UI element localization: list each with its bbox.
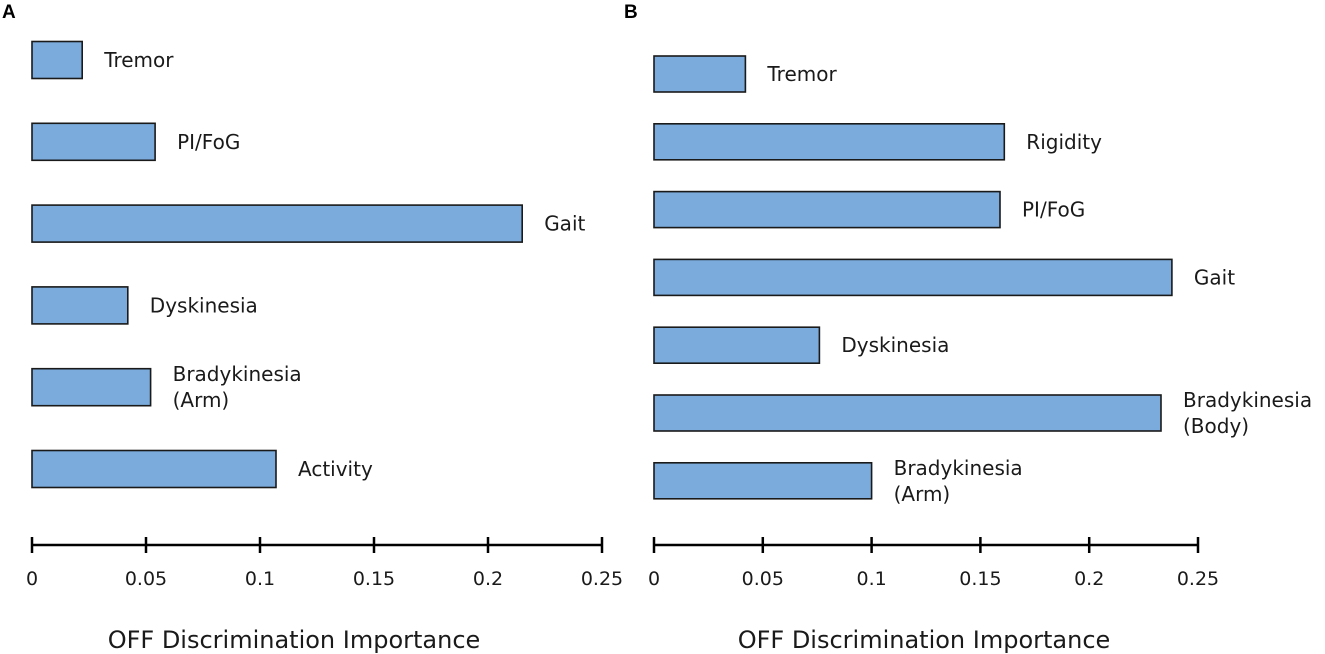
panel-b-bars — [653, 55, 1173, 500]
panel-b-bar-rigidity — [653, 123, 1006, 161]
panel-b-bar-dyskinesia — [653, 326, 821, 365]
panel-b-bar-tremor — [653, 55, 747, 93]
panel-b-bar-label-tremor: Tremor — [766, 62, 837, 86]
panel-a-x-tick-label: 0 — [26, 568, 38, 590]
panel-a-bar-label-activity: Activity — [298, 457, 373, 481]
panel-a-x-tick-label: 0.1 — [245, 568, 275, 590]
panel-b-bar-label-rigidity: Rigidity — [1026, 130, 1102, 154]
panel-a-x-tick-label: 0.15 — [353, 568, 395, 590]
panel-b-x-tick-label: 0 — [648, 568, 660, 590]
panel-b-x-axis: 0 0.05 0.1 0.15 0.2 0.25 — [648, 537, 1219, 590]
panel-a-bar-gait — [31, 204, 524, 243]
panel-b-x-tick-label: 0.2 — [1074, 568, 1104, 590]
panel-b-x-tick-label: 0.1 — [856, 568, 886, 590]
panel-a-bars — [31, 40, 524, 489]
panel-b-bar-gait — [653, 258, 1173, 297]
panel-a-bar-dyskinesia — [31, 286, 129, 325]
panel-a-x-tick-label: 0.05 — [125, 568, 167, 590]
panel-a-bar-pi-fog — [31, 122, 156, 162]
panel-a-bar-label-bradykinesia-arm: Bradykinesia (Arm) — [173, 362, 302, 412]
panel-b-bar-label-pi-fog: PI/FoG — [1022, 198, 1085, 222]
panel-a-bar-tremor — [31, 40, 84, 80]
panel-a-letter: A — [2, 2, 16, 23]
panel-b: B Tremor Rigidity PI/FoG Gait Dyskinesia Brad… — [624, 2, 1312, 654]
panel-a-bar-label-tremor: Tremor — [103, 48, 174, 72]
panel-a-bar-activity — [31, 449, 277, 489]
panel-b-x-tick-label: 0.25 — [1177, 568, 1219, 590]
panel-b-bar-label-gait: Gait — [1194, 265, 1235, 289]
panel-a: A Tremor PI/FoG Gait Dyskinesia Bradykinesia… — [2, 2, 623, 654]
panel-a-bar-labels: Tremor PI/FoG Gait Dyskinesia Bradykinesia (A… — [103, 48, 585, 481]
panel-b-bar-pi-fog — [653, 190, 1001, 229]
panel-a-x-axis: 0 0.05 0.1 0.15 0.2 0.25 — [26, 537, 623, 590]
panel-b-bar-labels: Tremor Rigidity PI/FoG Gait Dyskinesia Bradyk… — [766, 62, 1312, 506]
panel-b-bar-label-dyskinesia: Dyskinesia — [841, 333, 949, 357]
panel-a-x-axis-title: OFF Discrimination Importance — [108, 626, 481, 654]
panel-a-bar-label-pi-fog: PI/FoG — [177, 130, 240, 154]
panel-b-x-tick-label: 0.15 — [959, 568, 1001, 590]
panel-b-bar-bradykinesia-arm — [653, 461, 873, 500]
panel-a-bar-bradykinesia-arm — [31, 367, 152, 407]
panel-b-bar-label-bradykinesia-body: Bradykinesia (Body) — [1183, 388, 1312, 438]
panel-a-bar-label-gait: Gait — [544, 212, 585, 236]
panel-b-x-tick-label: 0.05 — [742, 568, 784, 590]
panel-a-x-tick-label: 0.2 — [473, 568, 503, 590]
panel-b-letter: B — [624, 2, 638, 23]
panel-b-x-axis-title: OFF Discrimination Importance — [738, 626, 1111, 654]
panel-b-bar-bradykinesia-body — [653, 394, 1162, 432]
panel-a-bar-label-dyskinesia: Dyskinesia — [150, 293, 258, 317]
panel-a-x-tick-label: 0.25 — [581, 568, 623, 590]
panel-b-bar-label-bradykinesia-arm: Bradykinesia (Arm) — [894, 456, 1023, 506]
